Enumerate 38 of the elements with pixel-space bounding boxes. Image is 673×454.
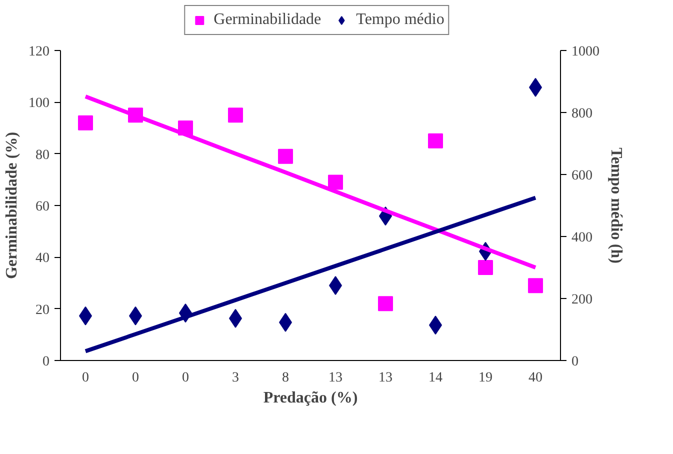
legend-label: Germinabilidade bbox=[214, 11, 322, 29]
point bbox=[378, 296, 393, 312]
y-tick-label: 80 bbox=[36, 148, 50, 163]
x-tick-label: 14 bbox=[428, 370, 442, 386]
y-tick-label: 40 bbox=[36, 251, 50, 266]
y2-tick-label: 0 bbox=[572, 354, 578, 370]
x-tick-label: 40 bbox=[528, 370, 542, 386]
y2-tick-label: 1000 bbox=[572, 44, 600, 60]
x-tick-label: 0 bbox=[82, 370, 89, 386]
y2-tick-label: 800 bbox=[572, 106, 592, 122]
y-tick-label: 20 bbox=[36, 302, 50, 318]
x-tick-label: 13 bbox=[378, 370, 392, 386]
point bbox=[228, 108, 243, 123]
x-tick-label: 13 bbox=[328, 370, 342, 386]
y2-tick-label: 600 bbox=[572, 168, 592, 184]
x-tick-label: 0 bbox=[182, 370, 189, 386]
y-tick-label: 120 bbox=[28, 44, 50, 60]
x-tick-label: 8 bbox=[282, 370, 289, 386]
point bbox=[278, 148, 293, 164]
y2-tick-label: 400 bbox=[572, 230, 592, 246]
y-tick-label: 100 bbox=[28, 96, 50, 112]
point bbox=[528, 278, 543, 294]
y2-axis-title: Tempo médio (h) bbox=[608, 148, 624, 264]
line-series bbox=[84, 196, 538, 354]
point bbox=[478, 260, 493, 275]
y2-tick-label: 200 bbox=[572, 292, 592, 308]
y-tick-label: 60 bbox=[36, 200, 50, 214]
legend-label: Tempo médio bbox=[356, 11, 444, 29]
x-axis-title: Predação (%) bbox=[263, 390, 358, 406]
x-tick-label: 0 bbox=[132, 370, 139, 386]
x-tick-label: 19 bbox=[478, 370, 492, 386]
point bbox=[328, 174, 343, 190]
y-axis-title: Germinabilidade (%) bbox=[4, 132, 20, 280]
point bbox=[428, 133, 443, 148]
point bbox=[78, 115, 93, 130]
x-tick-label: 3 bbox=[232, 370, 239, 386]
line-series bbox=[84, 94, 538, 270]
y-tick-label: 0 bbox=[42, 354, 50, 370]
